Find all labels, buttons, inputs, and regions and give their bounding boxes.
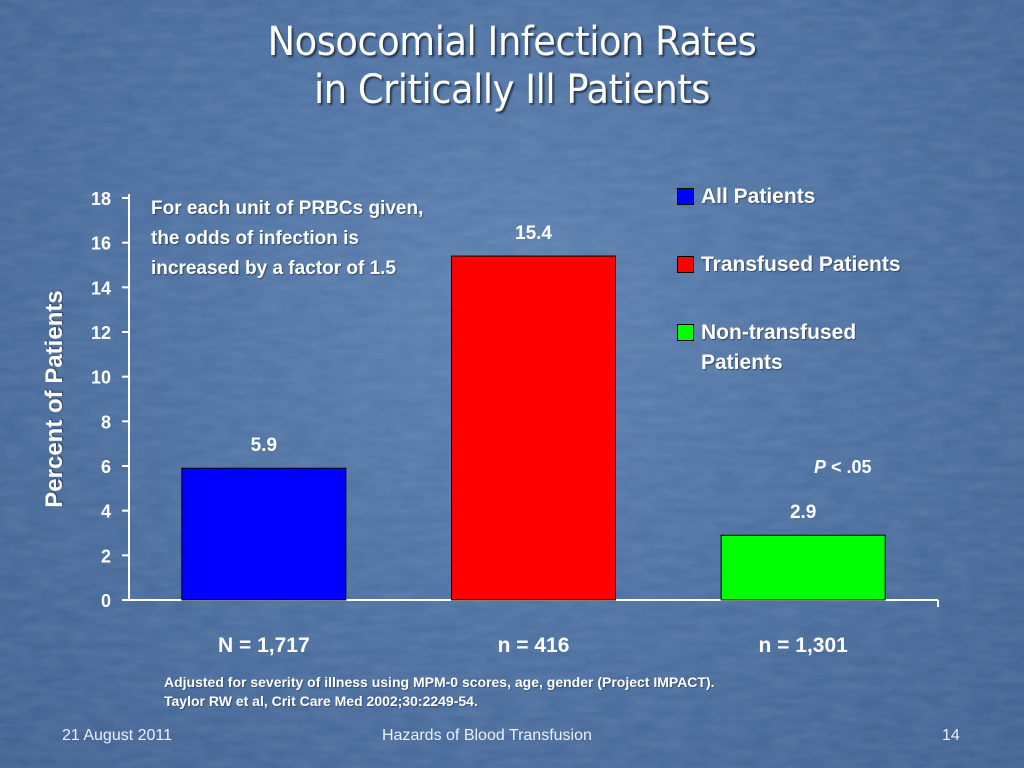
slide-title: Nosocomial Infection Rates in Critically… bbox=[41, 18, 983, 114]
legend-label-all-patients: All Patients bbox=[701, 185, 816, 208]
legend-swatch-all-patients bbox=[677, 188, 694, 205]
bar-data-label: 5.9 bbox=[251, 435, 277, 456]
bar-data-label: 15.4 bbox=[515, 223, 552, 244]
footer-date: 21 August 2011 bbox=[62, 727, 173, 744]
bar bbox=[720, 534, 886, 601]
footnote-line-2: Taylor RW et al, Crit Care Med 2002;30:2… bbox=[164, 693, 478, 709]
legend-swatch-transfused bbox=[677, 256, 694, 273]
p-value: P < .05 bbox=[814, 457, 872, 478]
y-tick-label: 12 bbox=[91, 323, 111, 343]
footer-title: Hazards of Blood Transfusion bbox=[382, 727, 592, 744]
x-category-label: n = 1,301 bbox=[759, 634, 849, 657]
slide-title-line-2: in Critically Ill Patients bbox=[313, 67, 711, 113]
legend-label-non-transfused: Non-transfused Patients bbox=[701, 321, 857, 374]
y-tick-label: 18 bbox=[91, 189, 111, 209]
p-value-text: < .05 bbox=[831, 457, 872, 477]
bar-data-label: 2.9 bbox=[790, 502, 816, 523]
odds-annotation: For each unit of PRBCs given, the odds o… bbox=[151, 198, 424, 279]
footer-page-number: 14 bbox=[942, 727, 960, 744]
legend-label-transfused: Transfused Patients bbox=[701, 253, 901, 276]
y-tick-label: 6 bbox=[101, 457, 111, 477]
bar bbox=[451, 255, 616, 601]
y-tick-label: 4 bbox=[101, 502, 111, 522]
y-tick-label: 16 bbox=[91, 234, 111, 254]
x-category-label: n = 416 bbox=[498, 634, 570, 657]
legend-swatch-non-transfused bbox=[677, 324, 694, 341]
y-tick-label: 14 bbox=[91, 278, 111, 298]
y-tick-label: 0 bbox=[101, 591, 111, 611]
bar bbox=[181, 467, 347, 601]
y-tick-label: 2 bbox=[101, 546, 111, 566]
slide-title-line-1: Nosocomial Infection Rates bbox=[267, 19, 757, 65]
y-axis-label: Percent of Patients bbox=[41, 290, 68, 508]
y-tick-label: 10 bbox=[91, 368, 111, 388]
y-tick-label: 8 bbox=[101, 412, 111, 432]
x-category-label: N = 1,717 bbox=[218, 634, 310, 657]
p-value-symbol: P bbox=[814, 457, 827, 477]
footnote: Adjusted for severity of illness using M… bbox=[164, 673, 715, 711]
footnote-line-1: Adjusted for severity of illness using M… bbox=[164, 674, 715, 690]
